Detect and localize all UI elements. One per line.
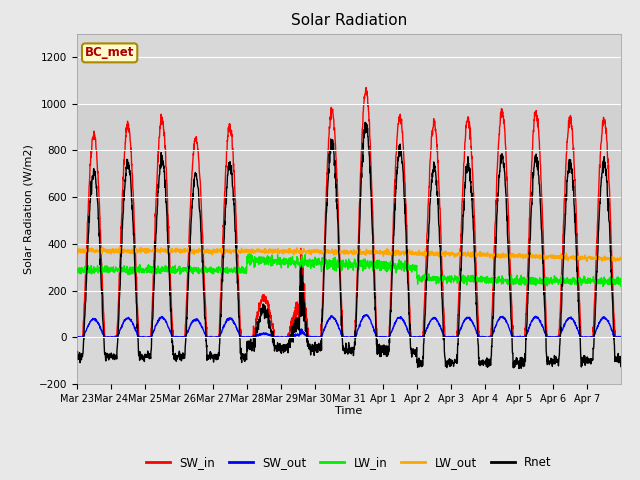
- LW_out: [513, 254, 520, 260]
- LW_in: [490, 284, 498, 289]
- SW_in: [362, 84, 370, 90]
- X-axis label: Time: Time: [335, 407, 362, 417]
- Line: Rnet: Rnet: [77, 122, 621, 369]
- Rnet: [515, 366, 523, 372]
- Line: LW_out: LW_out: [77, 247, 621, 262]
- SW_in: [244, 335, 252, 340]
- Rnet: [127, 186, 135, 192]
- LW_out: [612, 259, 620, 264]
- Rnet: [617, 364, 625, 370]
- SW_in: [381, 335, 389, 340]
- Rnet: [244, 344, 252, 349]
- Rnet: [513, 361, 520, 367]
- SW_out: [543, 334, 551, 340]
- LW_out: [543, 256, 551, 262]
- LW_in: [381, 263, 389, 268]
- Text: BC_met: BC_met: [85, 47, 134, 60]
- Line: LW_in: LW_in: [77, 253, 621, 287]
- SW_out: [244, 335, 252, 340]
- Rnet: [381, 349, 389, 355]
- Rnet: [362, 120, 369, 125]
- SW_out: [73, 335, 81, 340]
- LW_out: [127, 249, 135, 254]
- Title: Solar Radiation: Solar Radiation: [291, 13, 407, 28]
- LW_out: [73, 247, 81, 253]
- LW_in: [244, 260, 252, 265]
- SW_out: [513, 335, 520, 340]
- LW_in: [610, 280, 618, 286]
- LW_in: [73, 267, 81, 273]
- LW_in: [617, 284, 625, 289]
- Rnet: [610, 327, 618, 333]
- SW_out: [609, 332, 617, 338]
- Legend: SW_in, SW_out, LW_in, LW_out, Rnet: SW_in, SW_out, LW_in, LW_out, Rnet: [141, 451, 556, 474]
- LW_in: [513, 272, 521, 278]
- Rnet: [544, 357, 552, 363]
- SW_out: [381, 335, 389, 340]
- LW_out: [617, 254, 625, 260]
- LW_in: [247, 250, 255, 256]
- Bar: [77, 104, 621, 337]
- SW_out: [617, 335, 625, 340]
- LW_out: [245, 248, 253, 253]
- SW_in: [543, 335, 551, 340]
- Line: SW_out: SW_out: [77, 315, 621, 337]
- Rnet: [73, 355, 81, 360]
- SW_out: [362, 312, 370, 318]
- SW_in: [513, 335, 520, 340]
- Y-axis label: Solar Radiation (W/m2): Solar Radiation (W/m2): [23, 144, 33, 274]
- SW_in: [127, 145, 135, 151]
- SW_in: [617, 335, 625, 340]
- LW_out: [609, 256, 617, 262]
- SW_in: [73, 335, 81, 340]
- LW_out: [381, 247, 389, 253]
- LW_in: [544, 278, 552, 284]
- SW_out: [127, 317, 135, 323]
- LW_in: [127, 271, 135, 277]
- SW_in: [609, 294, 617, 300]
- Line: SW_in: SW_in: [77, 87, 621, 337]
- LW_out: [186, 244, 193, 250]
